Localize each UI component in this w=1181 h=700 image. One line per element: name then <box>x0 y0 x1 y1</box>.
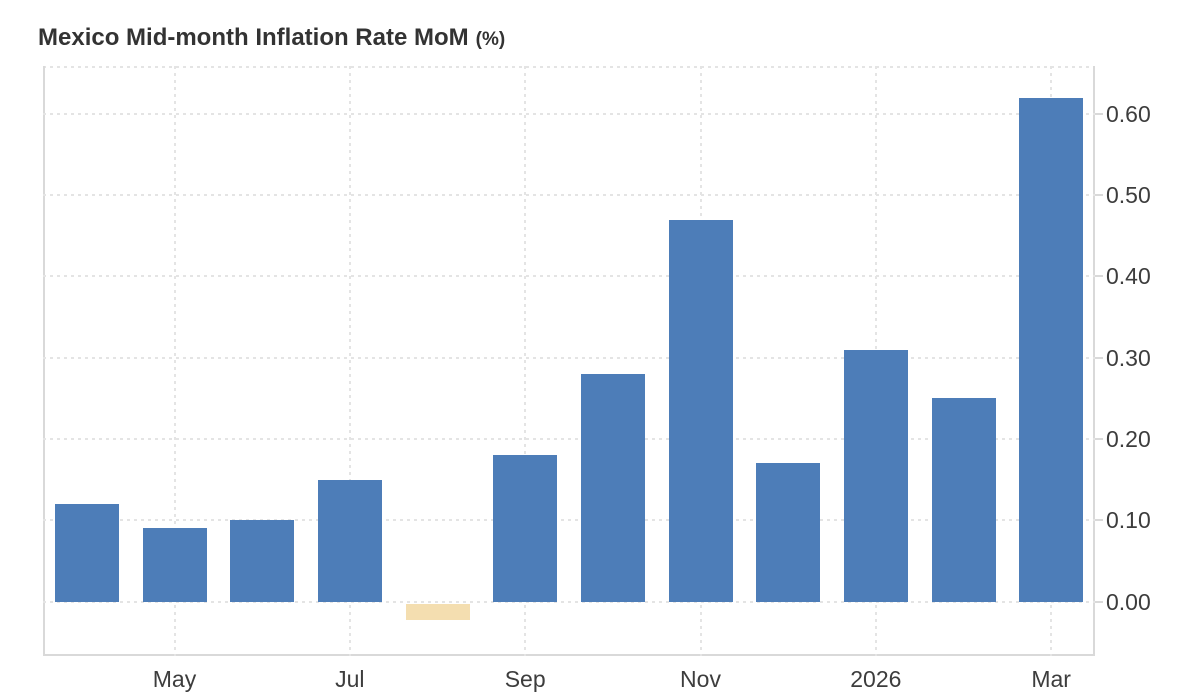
bar-sep-2025[interactable] <box>493 455 558 602</box>
x-gridline <box>524 66 527 656</box>
bar-dec-2025[interactable] <box>756 463 821 602</box>
plot-border-bottom <box>43 654 1095 656</box>
bar-oct-2025[interactable] <box>580 374 645 602</box>
chart-title-text: Mexico Mid-month Inflation Rate MoM <box>38 24 469 51</box>
y-tick-label: 0.40 <box>1106 263 1151 290</box>
y-gridline <box>43 356 1095 359</box>
y-tick-mark <box>1095 194 1103 197</box>
chart-title: Mexico Mid-month Inflation Rate MoM (%) <box>38 24 505 54</box>
y-tick-label: 0.60 <box>1106 100 1151 127</box>
bar-nov-2025[interactable] <box>668 219 733 602</box>
x-tick-label: Nov <box>680 666 721 692</box>
bar-apr-2025[interactable] <box>54 504 119 602</box>
y-tick-mark <box>1095 112 1103 115</box>
x-tick-label: Mar <box>1031 666 1071 692</box>
y-gridline <box>43 519 1095 522</box>
y-gridline <box>43 438 1095 441</box>
x-tick-label: Jul <box>335 666 365 692</box>
x-gridline <box>173 66 176 656</box>
y-tick-mark <box>1095 356 1103 359</box>
y-tick-label: 0.30 <box>1106 344 1151 371</box>
y-tick-mark <box>1095 438 1103 441</box>
plot-area <box>43 66 1095 656</box>
bar-aug-2025[interactable] <box>405 603 470 620</box>
y-gridline <box>43 112 1095 115</box>
y-gridline <box>43 275 1095 278</box>
x-tick-label: Sep <box>504 666 546 692</box>
y-tick-mark <box>1095 600 1103 603</box>
x-gridline <box>348 66 351 656</box>
y-tick-mark <box>1095 519 1103 522</box>
plot-border-right <box>1093 66 1095 656</box>
y-tick-label: 0.10 <box>1106 507 1151 534</box>
plot-border-left <box>43 66 45 656</box>
y-gridline <box>43 600 1095 603</box>
bar-jun-2025[interactable] <box>230 520 295 602</box>
y-gridline <box>43 194 1095 197</box>
bar-feb-2026[interactable] <box>931 398 996 602</box>
y-tick-mark <box>1095 275 1103 278</box>
bar-mar-2026[interactable] <box>1019 97 1084 602</box>
plot-border-top <box>43 66 1095 68</box>
y-tick-label: 0.00 <box>1106 588 1151 615</box>
x-tick-label: 2026 <box>850 666 902 692</box>
y-tick-label: 0.20 <box>1106 426 1151 453</box>
chart-title-unit: (%) <box>475 29 506 50</box>
bar-may-2025[interactable] <box>142 528 207 602</box>
y-tick-label: 0.50 <box>1106 182 1151 209</box>
bar-jan-2026[interactable] <box>843 349 908 602</box>
x-tick-label: May <box>152 666 197 692</box>
bar-jul-2025[interactable] <box>317 479 382 602</box>
